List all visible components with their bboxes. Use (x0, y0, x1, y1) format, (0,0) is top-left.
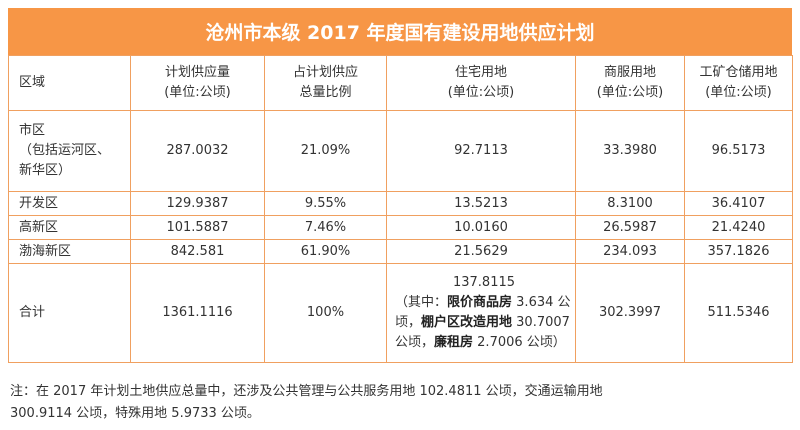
region-cell: 高新区 (8, 215, 131, 240)
table-row: 市区 （包括运河区、 新华区） 287.0032 21.09% 92.7113 33… (8, 110, 793, 192)
total-ratio: 100% (264, 263, 387, 363)
table-row: 高新区 101.5887 7.46% 10.0160 26.5987 21.42… (8, 215, 793, 240)
region-cell: 渤海新区 (8, 239, 131, 264)
supply-cell: 842.581 (130, 239, 265, 264)
residential-cell: 10.0160 (386, 215, 576, 240)
header-residential: 住宅用地 (单位:公顷) (386, 55, 576, 111)
header-commercial: 商服用地 (单位:公顷) (575, 55, 685, 111)
header-row: 区域 计划供应量 (单位:公顷) 占计划供应 总量比例 住宅用地 (单位:公顷) 商服… (8, 55, 793, 111)
industrial-cell: 96.5173 (684, 110, 793, 192)
ratio-cell: 21.09% (264, 110, 387, 192)
total-residential-detail: （其中：限价商品房 3.634 公 (395, 295, 571, 310)
table-row: 开发区 129.9387 9.55% 13.5213 8.3100 36.410… (8, 191, 793, 216)
commercial-cell: 8.3100 (575, 191, 685, 216)
total-industrial: 511.5346 (684, 263, 793, 363)
industrial-cell: 36.4107 (684, 191, 793, 216)
commercial-cell: 33.3980 (575, 110, 685, 192)
ratio-cell: 7.46% (264, 215, 387, 240)
header-industrial: 工矿仓储用地 (单位:公顷) (684, 55, 793, 111)
land-supply-table: 区域 计划供应量 (单位:公顷) 占计划供应 总量比例 住宅用地 (单位:公顷) 商服… (8, 55, 793, 363)
industrial-cell: 357.1826 (684, 239, 793, 264)
table-title: 沧州市本级 2017 年度国有建设用地供应计划 (8, 8, 792, 55)
total-row: 合计 1361.1116 100% 137.8115 （其中：限价商品房 3.6… (8, 263, 793, 363)
supply-cell: 129.9387 (130, 191, 265, 216)
industrial-cell: 21.4240 (684, 215, 793, 240)
commercial-cell: 234.093 (575, 239, 685, 264)
total-supply: 1361.1116 (130, 263, 265, 363)
footnote-line-2: 300.9114 公顷，特殊用地 5.9733 公顷。 (10, 406, 260, 421)
residential-cell: 13.5213 (386, 191, 576, 216)
header-region: 区域 (8, 55, 131, 111)
header-ratio: 占计划供应 总量比例 (264, 55, 387, 111)
region-cell: 开发区 (8, 191, 131, 216)
ratio-cell: 61.90% (264, 239, 387, 264)
header-planned-supply: 计划供应量 (单位:公顷) (130, 55, 265, 111)
supply-cell: 101.5887 (130, 215, 265, 240)
residential-cell: 21.5629 (386, 239, 576, 264)
footnote: 注：在 2017 年计划土地供应总量中，还涉及公共管理与公共服务用地 102.4… (10, 381, 790, 425)
total-commercial: 302.3997 (575, 263, 685, 363)
residential-cell: 92.7113 (386, 110, 576, 192)
footnote-line-1: 注：在 2017 年计划土地供应总量中，还涉及公共管理与公共服务用地 102.4… (10, 384, 603, 399)
table-row: 渤海新区 842.581 61.90% 21.5629 234.093 357.… (8, 239, 793, 264)
region-cell: 市区 （包括运河区、 新华区） (8, 110, 131, 192)
total-residential: 137.8115 （其中：限价商品房 3.634 公 顷，棚户区改造用地 30.… (386, 263, 576, 363)
total-residential-value: 137.8115 (452, 275, 516, 290)
supply-cell: 287.0032 (130, 110, 265, 192)
commercial-cell: 26.5987 (575, 215, 685, 240)
total-label: 合计 (8, 263, 131, 363)
ratio-cell: 9.55% (264, 191, 387, 216)
